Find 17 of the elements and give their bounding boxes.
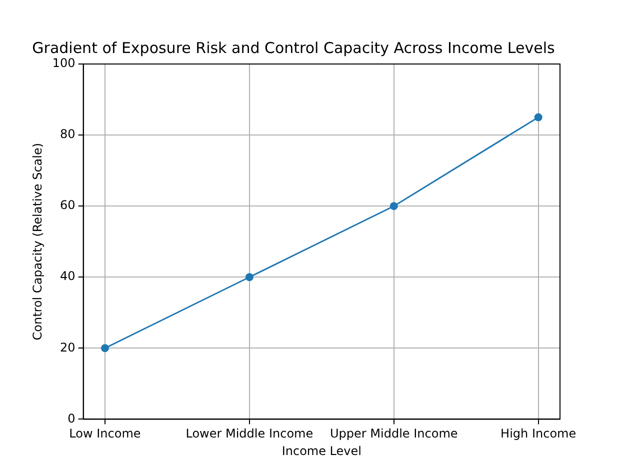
point	[100, 344, 109, 352]
x-axis-title: Income Level	[282, 444, 362, 458]
x-tick-label: High Income	[500, 426, 576, 441]
point	[534, 113, 542, 122]
y-tick-label: 100	[52, 56, 76, 70]
y-tick-label: 80	[60, 127, 76, 142]
y-tick-label: 0	[68, 411, 76, 426]
x-tick-label: Low Income	[69, 426, 141, 441]
point	[390, 202, 398, 210]
y-axis-title: Control Capacity (Relative Scale)	[30, 142, 44, 340]
chart-title: Gradient of Exposure Risk and Control Capacity Across Income Levels	[32, 38, 556, 57]
y-tick-label: 40	[60, 269, 76, 284]
y-tick-label: 20	[60, 340, 76, 354]
y-tick-label: 60	[60, 198, 76, 212]
x-tick-label: Upper Middle Income	[330, 426, 458, 441]
x-tick-label: Lower Middle Income	[186, 426, 314, 441]
point	[245, 273, 254, 282]
